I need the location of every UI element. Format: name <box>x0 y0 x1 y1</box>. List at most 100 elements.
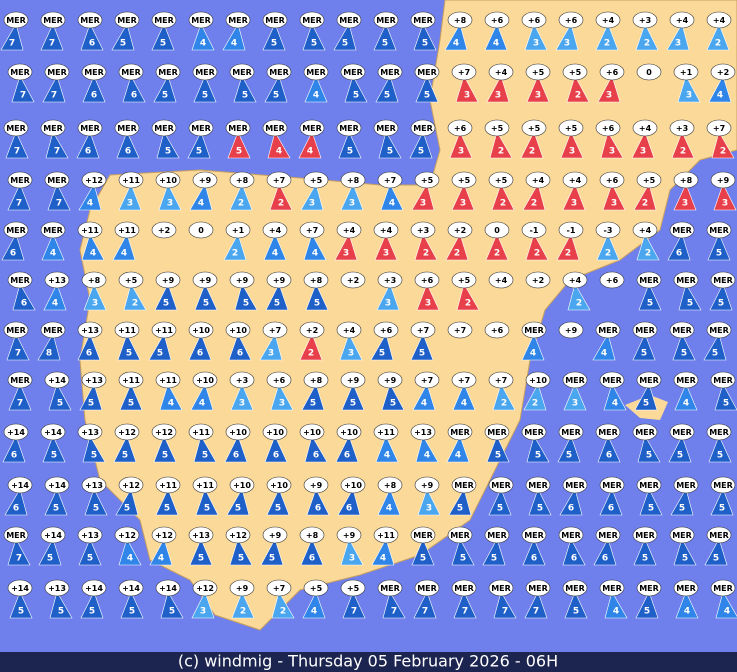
wind-wedge <box>714 383 737 411</box>
station: 0 <box>636 63 662 81</box>
temp-label: MER <box>672 226 692 235</box>
station: 7 MER <box>44 171 71 211</box>
wind-force: 3 <box>383 249 389 259</box>
temp-label: MER <box>6 124 26 133</box>
wind-force: 5 <box>47 554 53 564</box>
wind-wedge <box>493 591 517 619</box>
wind-wedge <box>673 538 697 566</box>
wind-wedge <box>118 538 142 566</box>
temp-oval <box>225 221 251 239</box>
wind-force: 6 <box>571 554 577 564</box>
wind-wedge <box>115 488 139 516</box>
wind-force: 5 <box>203 299 209 309</box>
wind-force: 7 <box>422 607 428 617</box>
temp-oval <box>599 171 625 189</box>
wind-force: 5 <box>384 91 390 101</box>
temp-oval <box>521 321 547 339</box>
wind-force: 3 <box>343 249 349 259</box>
station: 3 +6 <box>555 11 584 51</box>
wind-wedge <box>191 591 215 619</box>
wind-wedge <box>374 233 398 261</box>
temp-label: MER <box>6 326 26 335</box>
station: 4 +7 <box>451 371 477 411</box>
station: 5 MER <box>482 526 510 566</box>
temp-oval <box>595 11 621 29</box>
wind-wedge <box>79 383 103 411</box>
temp-oval <box>373 119 399 137</box>
wind-force: 6 <box>344 451 350 461</box>
temp-oval <box>340 271 366 289</box>
station: 3 +12 <box>191 579 218 619</box>
temp-label: +13 <box>81 428 99 437</box>
station: 4 MER <box>599 371 627 411</box>
wind-wedge <box>80 591 104 619</box>
temp-label: MER <box>454 481 474 490</box>
temp-oval <box>225 321 251 339</box>
temp-oval <box>410 11 436 29</box>
wind-wedge <box>444 23 468 51</box>
temp-label: +5 <box>528 124 541 133</box>
temp-oval <box>114 321 140 339</box>
wind-force: 5 <box>642 554 648 564</box>
wind-force: 4 <box>530 349 536 359</box>
wind-force: 4 <box>272 249 278 259</box>
temp-label: MER <box>602 481 622 490</box>
temp-oval <box>81 371 107 389</box>
temp-oval <box>525 476 551 494</box>
temp-oval <box>447 221 473 239</box>
wind-wedge <box>300 538 324 566</box>
temp-oval <box>151 119 177 137</box>
station: 2 +4 <box>595 11 621 51</box>
wind-force: 5 <box>169 607 175 617</box>
station: 5 +14 <box>44 371 72 411</box>
temp-label: +13 <box>81 531 99 540</box>
temp-oval <box>414 476 440 494</box>
temp-label: MER <box>528 481 548 490</box>
temp-label: +10 <box>270 481 288 490</box>
station: 2 +7 <box>266 171 293 211</box>
wind-wedge <box>40 23 64 51</box>
temp-label: MER <box>47 68 67 77</box>
temp-oval <box>595 221 621 239</box>
temp-label: MER <box>598 428 618 437</box>
temp-oval <box>336 321 362 339</box>
wind-force: 6 <box>346 504 352 514</box>
temp-label: +14 <box>85 584 103 593</box>
station: 4 +7 <box>377 171 404 211</box>
temp-label: MER <box>6 16 26 25</box>
station: 2 +4 <box>632 221 660 261</box>
temp-oval <box>155 476 181 494</box>
station: 5 +10 <box>226 476 255 516</box>
temp-label: +10 <box>344 481 362 490</box>
temp-oval <box>599 63 625 81</box>
wind-wedge <box>411 538 435 566</box>
wind-wedge <box>416 283 440 311</box>
temp-oval <box>77 526 103 544</box>
temp-oval <box>192 476 218 494</box>
wind-force: 2 <box>423 249 429 259</box>
wind-wedge <box>673 183 697 211</box>
station: 5 +9 <box>340 371 366 411</box>
temp-label: +7 <box>713 124 725 133</box>
wind-force: 5 <box>420 554 426 564</box>
temp-oval <box>377 171 403 189</box>
temp-label: +11 <box>122 176 140 185</box>
wind-force: 5 <box>57 399 63 409</box>
wind-wedge <box>371 538 395 566</box>
temp-label: MER <box>43 326 63 335</box>
wind-force: 3 <box>309 199 315 209</box>
station: 3 +5 <box>558 119 584 159</box>
temp-oval <box>225 11 251 29</box>
temp-label: +5 <box>491 124 504 133</box>
temp-oval <box>599 371 625 389</box>
temp-label: MER <box>154 16 174 25</box>
station: +2 <box>340 271 366 289</box>
station: +7 <box>447 321 473 339</box>
station: 5 MER <box>562 579 588 619</box>
temp-oval <box>525 371 551 389</box>
wind-wedge <box>342 591 366 619</box>
temp-oval <box>595 321 621 339</box>
wind-force: 3 <box>535 91 541 101</box>
wind-wedge <box>160 591 184 619</box>
temp-label: MER <box>713 481 733 490</box>
